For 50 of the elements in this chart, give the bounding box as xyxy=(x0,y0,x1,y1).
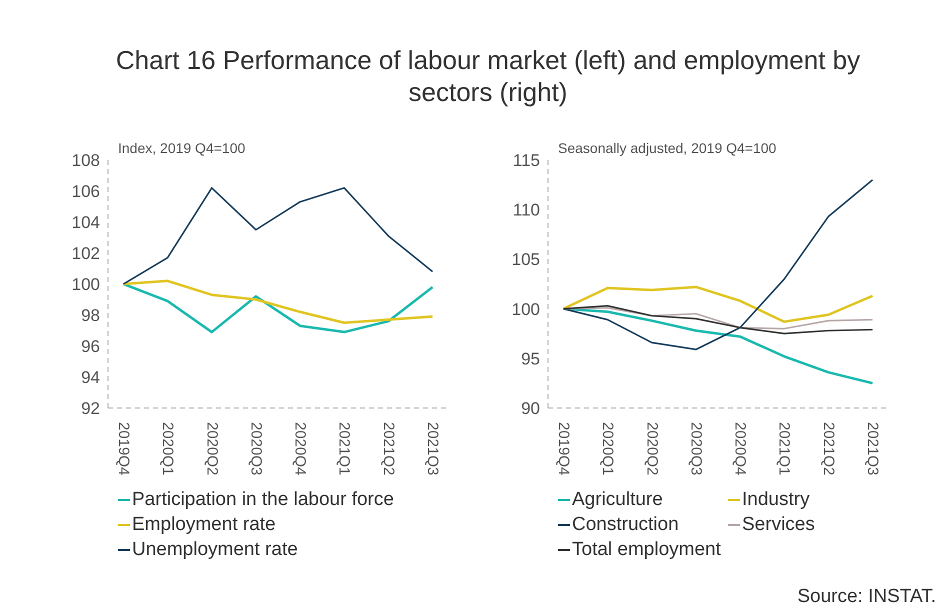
y-tick-label: 106 xyxy=(72,182,100,202)
x-tick-label: 2021Q3 xyxy=(424,422,442,476)
y-tick-label: 115 xyxy=(512,151,540,170)
x-tick-label: 2021Q1 xyxy=(776,422,793,476)
x-tick-label: 2020Q1 xyxy=(159,422,176,476)
x-tick-label: 2020Q3 xyxy=(247,422,264,476)
y-tick-label: 92 xyxy=(81,399,100,418)
line-series xyxy=(562,286,874,323)
line-series xyxy=(562,305,874,334)
x-tick-label: 2020Q4 xyxy=(732,422,749,476)
line-series xyxy=(562,308,874,384)
line-series xyxy=(562,179,874,350)
y-axis-title: Index, 2019 Q4=100 xyxy=(118,140,246,156)
x-tick-label: 2021Q1 xyxy=(336,422,353,476)
legend-label: Industry xyxy=(742,488,810,512)
legend-label: Agriculture xyxy=(572,488,663,512)
x-tick-label: 2020Q2 xyxy=(643,422,660,476)
y-tick-label: 96 xyxy=(81,337,100,356)
y-tick-label: 90 xyxy=(521,399,540,418)
y-tick-label: 100 xyxy=(512,300,540,319)
x-tick-label: 2019Q4 xyxy=(114,422,132,476)
chart-title: Chart 16 Performance of labour market (left) and employment by sectors (right) xyxy=(114,44,862,108)
legend-label: Services xyxy=(742,513,815,537)
y-tick-label: 95 xyxy=(521,349,540,368)
y-axis-title: Seasonally adjusted, 2019 Q4=100 xyxy=(558,140,776,156)
x-tick-label: 2019Q4 xyxy=(554,422,572,476)
legend-label: Unemployment rate xyxy=(132,538,298,562)
source-note: Source: INSTAT. xyxy=(797,586,936,608)
y-tick-label: 108 xyxy=(72,151,100,170)
legend-label: Total employment xyxy=(572,538,721,562)
y-tick-label: 102 xyxy=(72,244,100,264)
x-tick-label: 2021Q3 xyxy=(864,422,882,476)
line-series xyxy=(122,187,434,285)
y-tick-label: 105 xyxy=(512,250,540,270)
y-tick-label: 100 xyxy=(72,275,100,294)
x-tick-label: 2020Q4 xyxy=(292,422,309,476)
y-tick-label: 98 xyxy=(81,306,100,326)
legend-label: Participation in the labour force xyxy=(132,488,394,512)
x-tick-label: 2021Q2 xyxy=(820,422,837,476)
x-tick-label: 2020Q2 xyxy=(203,422,220,476)
x-tick-label: 2021Q2 xyxy=(380,422,397,476)
line-series xyxy=(122,282,434,334)
x-tick-label: 2020Q3 xyxy=(687,422,704,476)
line-series xyxy=(122,280,434,324)
y-tick-label: 104 xyxy=(72,213,100,232)
y-tick-label: 110 xyxy=(512,200,540,220)
x-tick-label: 2020Q1 xyxy=(599,422,616,476)
legend-label: Construction xyxy=(572,513,679,537)
legend-label: Employment rate xyxy=(132,513,276,537)
y-tick-label: 94 xyxy=(81,368,100,388)
